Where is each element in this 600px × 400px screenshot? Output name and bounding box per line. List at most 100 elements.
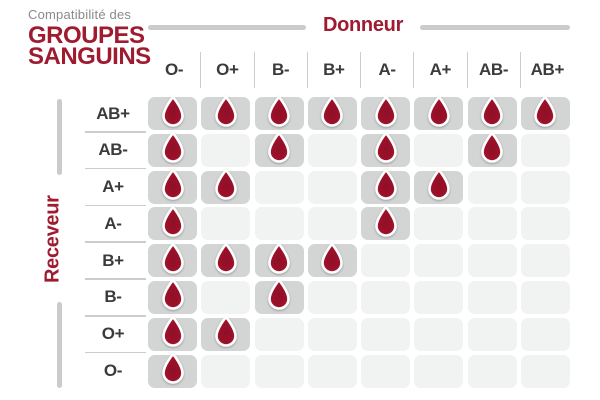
- cell-receiver-B+-donor-A-: [361, 244, 410, 278]
- chart-title-line1: GROUPES: [28, 22, 145, 49]
- cell-receiver-A+-donor-B-: [254, 170, 304, 204]
- blood-drop-icon: [374, 205, 397, 237]
- donor-col-header-O+: O+: [201, 52, 255, 88]
- cell-receiver-AB+-donor-O-: [148, 95, 197, 130]
- blood-drop-icon: [161, 95, 184, 127]
- blood-drop-icon: [214, 168, 237, 200]
- cell-receiver-O--donor-A+: [414, 354, 464, 388]
- cell-receiver-B--donor-O-: [148, 279, 197, 314]
- blood-drop-icon: [161, 131, 184, 164]
- cell-receiver-O--donor-O-: [148, 352, 197, 388]
- cell-receiver-B+-donor-O+: [201, 242, 251, 278]
- cell-receiver-B--donor-A-: [361, 280, 410, 314]
- cell-receiver-A+-donor-O+: [201, 168, 251, 204]
- chart-subtitle: Compatibilité des: [28, 7, 132, 22]
- blood-drop-icon: [481, 95, 503, 127]
- cell-receiver-A+-donor-B+: [307, 170, 357, 204]
- cell-receiver-A--donor-AB-: [467, 207, 517, 241]
- donor-col-header-AB-: AB-: [468, 52, 521, 88]
- blood-drop-icon: [268, 242, 290, 274]
- donor-col-header-A-: A-: [361, 52, 415, 88]
- cell-receiver-B+-donor-AB-: [467, 244, 517, 278]
- cell-receiver-AB--donor-B-: [254, 131, 304, 167]
- receiver-row-label-B-: B-: [80, 281, 146, 317]
- blood-drop-icon: [374, 168, 397, 200]
- cell-receiver-B--donor-B+: [307, 280, 357, 314]
- cell-receiver-B--donor-AB-: [467, 280, 517, 314]
- donor-col-header-AB+: AB+: [530, 60, 565, 79]
- blood-drop-icon: [161, 168, 184, 200]
- cell-receiver-O+-donor-AB+: [520, 317, 570, 351]
- cell-receiver-AB+-donor-B+: [307, 95, 357, 130]
- blood-drop-icon: [214, 242, 237, 274]
- cell-receiver-O+-donor-O+: [201, 315, 251, 351]
- blood-drop-icon: [481, 131, 503, 164]
- cell-receiver-O--donor-B-: [254, 354, 304, 388]
- donor-column-headers: O- O+ B- B+ A- A+ AB- AB+: [148, 52, 574, 88]
- cell-receiver-AB+-donor-O+: [201, 95, 251, 130]
- cell-receiver-A+-donor-O-: [148, 168, 197, 204]
- cell-receiver-A+-donor-AB-: [467, 170, 517, 204]
- cell-receiver-AB+-donor-AB+: [520, 95, 570, 130]
- cell-receiver-O--donor-O+: [201, 354, 251, 388]
- receiver-row-label-AB-: AB-: [80, 134, 146, 170]
- cell-receiver-O--donor-B+: [307, 354, 357, 388]
- blood-drop-icon: [161, 205, 184, 237]
- cell-receiver-O+-donor-B-: [254, 317, 304, 351]
- cell-receiver-O--donor-AB-: [467, 354, 517, 388]
- cell-receiver-O--donor-AB+: [520, 354, 570, 388]
- cell-receiver-O+-donor-AB-: [467, 317, 517, 351]
- cell-receiver-AB--donor-O+: [201, 133, 251, 167]
- cell-receiver-B--donor-A+: [414, 280, 464, 314]
- cell-receiver-B+-donor-B-: [254, 242, 304, 278]
- donor-col-header-A+: A+: [414, 52, 468, 88]
- blood-drop-icon: [161, 279, 184, 311]
- cell-receiver-O+-donor-A-: [361, 317, 410, 351]
- cell-receiver-AB--donor-A-: [361, 131, 410, 167]
- receiver-axis-line-top: [57, 99, 62, 175]
- cell-receiver-A--donor-B-: [254, 207, 304, 241]
- cell-receiver-A--donor-AB+: [520, 207, 570, 241]
- cell-receiver-A+-donor-AB+: [520, 170, 570, 204]
- cell-receiver-A--donor-B+: [307, 207, 357, 241]
- cell-receiver-O+-donor-B+: [307, 317, 357, 351]
- cell-receiver-B+-donor-AB+: [520, 244, 570, 278]
- cell-receiver-A--donor-A+: [414, 207, 464, 241]
- receiver-axis-title: Receveur: [41, 195, 64, 283]
- donor-axis-title: Donneur: [322, 14, 404, 36]
- cell-receiver-AB--donor-O-: [148, 131, 197, 167]
- receiver-axis-line-bottom: [57, 302, 62, 388]
- cell-receiver-B--donor-O+: [201, 280, 251, 314]
- blood-drop-icon: [427, 95, 450, 127]
- cell-receiver-A--donor-O-: [148, 205, 197, 241]
- donor-col-header-B-: B-: [255, 52, 308, 88]
- receiver-row-label-A-: A-: [80, 207, 146, 243]
- cell-receiver-O+-donor-A+: [414, 317, 464, 351]
- blood-drop-icon: [534, 95, 557, 127]
- cell-receiver-O+-donor-O-: [148, 315, 197, 351]
- cell-receiver-AB+-donor-B-: [254, 95, 304, 130]
- cell-receiver-B--donor-B-: [254, 279, 304, 314]
- receiver-row-label-B+: B+: [80, 244, 146, 280]
- receiver-row-label-O-: O-: [103, 361, 123, 381]
- donor-header-line-left: [148, 25, 306, 30]
- blood-drop-icon: [374, 131, 397, 164]
- blood-drop-icon: [321, 242, 344, 274]
- compatibility-grid: [148, 95, 570, 388]
- donor-col-header-O-: O-: [148, 52, 202, 88]
- cell-receiver-O--donor-A-: [361, 354, 410, 388]
- blood-drop-icon: [268, 279, 290, 311]
- receiver-row-labels: AB+ AB- A+ A- B+ B- O+ O-: [80, 97, 146, 388]
- blood-drop-icon: [214, 95, 237, 127]
- cell-receiver-B+-donor-A+: [414, 244, 464, 278]
- receiver-row-label-AB+: AB+: [80, 97, 146, 133]
- cell-receiver-AB--donor-B+: [307, 133, 357, 167]
- cell-receiver-AB+-donor-AB-: [467, 95, 517, 130]
- donor-header-line-right: [420, 25, 570, 30]
- cell-receiver-B+-donor-B+: [307, 242, 357, 278]
- blood-drop-icon: [268, 131, 290, 164]
- blood-drop-icon: [161, 352, 184, 384]
- cell-receiver-A+-donor-A+: [414, 168, 464, 204]
- cell-receiver-A--donor-A-: [361, 205, 410, 241]
